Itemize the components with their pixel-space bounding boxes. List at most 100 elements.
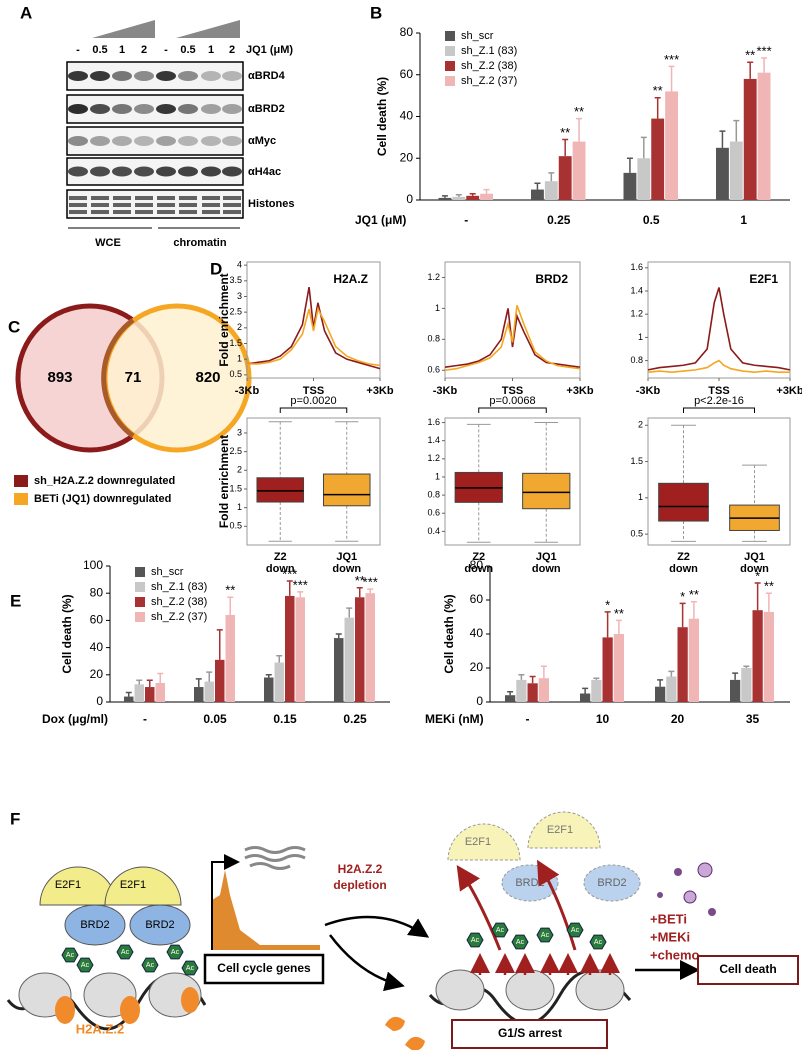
blot-label: αMyc (248, 135, 276, 147)
y-tick-label: 2 (638, 420, 643, 430)
plot-frame (647, 417, 791, 546)
genes-box (203, 953, 325, 985)
line (444, 305, 581, 372)
x-tick-label: TSS (303, 385, 324, 397)
error-bar (668, 65, 675, 92)
significance: ** (355, 573, 365, 588)
band (157, 210, 175, 214)
bar (743, 78, 757, 200)
band (112, 71, 132, 81)
dose: 2 (229, 44, 235, 56)
band (112, 104, 132, 114)
y-tick-label: 1.2 (427, 453, 440, 463)
legend-swatch (445, 76, 455, 86)
y-tick-label: 20 (400, 150, 414, 164)
band (90, 136, 110, 146)
band (134, 71, 154, 81)
band (156, 136, 176, 146)
bar (623, 172, 637, 200)
line (647, 359, 790, 374)
significance: *** (363, 575, 378, 590)
y-tick-label: 1.4 (427, 435, 440, 445)
significance: * (755, 568, 760, 583)
legend-label: sh_Z.1 (83) (461, 45, 517, 57)
bar (531, 189, 544, 200)
significance: * (605, 597, 610, 612)
bar (538, 678, 549, 702)
bar (591, 679, 602, 702)
y-tick-label: 60 (90, 613, 104, 627)
band (68, 71, 88, 81)
y-tick-label: 60 (470, 592, 484, 606)
error-bar (754, 582, 761, 611)
y-tick-label: 3.5 (229, 275, 242, 285)
dose-unit: JQ1 (μM) (246, 44, 293, 56)
bar (763, 611, 774, 702)
brd2 (583, 864, 641, 902)
x-tick-label: Z2 (472, 551, 485, 563)
legend-label: sh_Z.2 (38) (461, 60, 517, 72)
y-tick-label: 80 (470, 558, 484, 572)
bar (274, 662, 284, 702)
significance: *** (756, 43, 771, 58)
bar (730, 679, 741, 702)
x-tick-label: TSS (502, 385, 523, 397)
band (223, 196, 241, 200)
chart-title: E2F1 (749, 272, 778, 286)
y-tick-label: 40 (90, 640, 104, 654)
arrest-box (451, 1019, 608, 1049)
error-bar (747, 61, 754, 79)
y-tick-label: 1.6 (427, 417, 440, 427)
acetyl-mark (116, 944, 134, 960)
error-bar (469, 192, 476, 196)
e2f1 (447, 823, 521, 861)
error-bar (529, 675, 536, 684)
x-tick-label: 10 (596, 712, 610, 726)
y-tick-label: 0.4 (427, 526, 440, 536)
dose: 1 (208, 44, 214, 56)
p-value: p=0.0020 (290, 395, 336, 407)
error-bar (582, 687, 589, 694)
acetyl-label: Ac (516, 939, 525, 946)
x-axis-label: MEKi (nM) (425, 712, 484, 726)
error-bar (286, 580, 293, 596)
band (222, 166, 242, 177)
y-tick-label: 3 (237, 291, 242, 301)
legend-swatch (14, 475, 28, 487)
band (178, 166, 198, 177)
line (247, 306, 381, 367)
drug (697, 862, 713, 878)
acetyl-mark (466, 932, 484, 948)
bar (334, 638, 344, 702)
significance: ** (560, 125, 570, 140)
outcome-label: Cell death (719, 962, 776, 976)
error-bar (761, 57, 768, 73)
y-tick-label: 20 (90, 667, 104, 681)
legend-label: sh_Z.2 (37) (461, 75, 517, 87)
p-value: p<2.2e-16 (694, 395, 744, 407)
bar (344, 617, 354, 702)
bracket (683, 407, 755, 413)
x-tick-label: -3Kb (433, 385, 458, 397)
dose: - (76, 44, 80, 56)
significance: ** (225, 583, 235, 598)
y-tick-label: 80 (90, 585, 104, 599)
arrow (329, 934, 405, 992)
error-bar (507, 691, 514, 696)
depletion-label: depletion (333, 878, 386, 892)
band (156, 71, 176, 81)
y-axis-label: Cell death (%) (60, 594, 74, 673)
y-tick-label: 0.5 (229, 521, 242, 531)
bar (752, 610, 763, 702)
y-tick-label: 40 (400, 109, 414, 123)
error-bar (455, 194, 462, 197)
x-tick-label: -3Kb (636, 385, 661, 397)
acetyl-mark (589, 934, 607, 950)
error-bar (534, 182, 541, 190)
y-tick-label: 2.5 (229, 307, 242, 317)
legend-swatch (445, 61, 455, 71)
arrow (324, 915, 430, 938)
bar (544, 181, 558, 200)
fraction: WCE (95, 237, 121, 249)
bar (505, 695, 516, 702)
